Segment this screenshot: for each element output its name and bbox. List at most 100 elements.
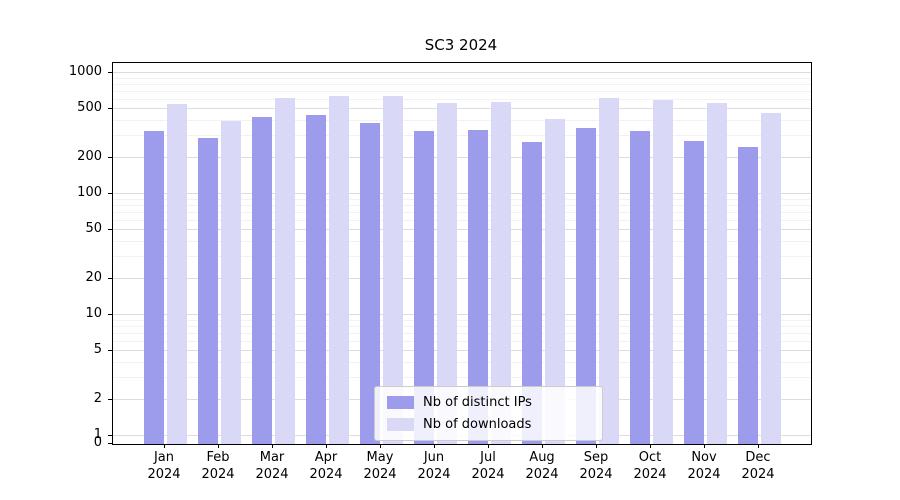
- bar-downloads: [706, 103, 727, 444]
- bar-downloads: [760, 113, 781, 444]
- gridline-minor: [113, 204, 811, 206]
- bar-distinct-ips: [737, 146, 758, 444]
- legend-swatch: [387, 396, 414, 409]
- bar-downloads: [544, 119, 565, 444]
- bar-distinct-ips: [197, 138, 218, 444]
- gridline-minor: [113, 219, 811, 221]
- x-axis-tick-label: Aug 2024: [525, 450, 559, 482]
- x-axis-tick-mark: [164, 444, 165, 448]
- y-axis-tick-mark: [108, 229, 112, 231]
- x-axis-tick-mark: [758, 444, 759, 448]
- gridline: [113, 229, 811, 231]
- gridline: [113, 72, 811, 73]
- y-axis-tick-label: 1000: [68, 64, 102, 79]
- y-axis-tick-mark: [108, 398, 112, 400]
- chart-title: SC3 2024: [424, 36, 498, 54]
- y-axis-tick-mark: [108, 277, 112, 279]
- y-axis-tick-mark: [108, 72, 112, 73]
- y-axis-tick-mark: [108, 350, 112, 352]
- x-axis-tick-label: May 2024: [363, 450, 397, 482]
- y-axis-tick-label: 1: [93, 427, 102, 442]
- gridline-minor: [113, 90, 811, 92]
- x-axis-tick-mark: [596, 444, 597, 448]
- y-axis-tick-label: 500: [77, 100, 102, 116]
- legend-label: Nb of distinct IPs: [423, 395, 532, 410]
- bar-downloads: [166, 104, 187, 444]
- y-axis-tick-label: 5: [93, 342, 102, 358]
- legend-item: Nb of distinct IPs: [387, 395, 532, 410]
- plot-area: [112, 62, 812, 445]
- x-axis-tick-mark: [704, 444, 705, 448]
- y-axis-tick-label: 20: [85, 269, 102, 285]
- y-axis-tick-mark: [108, 193, 112, 194]
- gridline-minor: [113, 256, 811, 258]
- gridline-minor: [113, 319, 811, 321]
- bar-distinct-ips: [143, 131, 164, 444]
- bar-distinct-ips: [251, 117, 272, 444]
- gridline-minor: [113, 98, 811, 100]
- x-axis-tick-mark: [434, 444, 435, 448]
- x-axis-tick-label: Mar 2024: [255, 450, 289, 482]
- x-axis-tick-mark: [218, 444, 219, 448]
- gridline: [113, 277, 811, 279]
- gridline-minor: [113, 83, 811, 85]
- gridline-minor: [113, 120, 811, 122]
- gridline-minor: [113, 241, 811, 243]
- x-axis-tick-mark: [380, 444, 381, 448]
- x-axis-tick-mark: [326, 444, 327, 448]
- bar-downloads: [598, 97, 619, 444]
- y-axis-tick-label: 100: [77, 185, 102, 200]
- y-axis-tick-mark: [108, 108, 112, 110]
- bar-distinct-ips: [629, 131, 650, 444]
- bar-distinct-ips: [575, 128, 596, 444]
- gridline-minor: [113, 135, 811, 137]
- bar-distinct-ips: [521, 141, 542, 444]
- gridline-minor: [113, 340, 811, 342]
- bar-downloads: [382, 96, 403, 444]
- y-axis-tick-label: 200: [77, 148, 102, 164]
- gridline: [113, 156, 811, 158]
- legend-item: Nb of downloads: [387, 417, 532, 432]
- bar-downloads: [220, 121, 241, 444]
- x-axis-tick-label: Dec 2024: [741, 450, 775, 482]
- x-axis-tick-mark: [542, 444, 543, 448]
- y-axis-tick-label: 0: [93, 435, 102, 450]
- gridline-minor: [113, 325, 811, 327]
- x-axis-tick-label: Apr 2024: [309, 450, 343, 482]
- x-axis-tick-mark: [488, 444, 489, 448]
- bar-distinct-ips: [467, 129, 488, 444]
- bar-downloads: [652, 99, 673, 444]
- gridline-minor: [113, 198, 811, 200]
- y-axis-tick-mark: [108, 435, 112, 436]
- legend-label: Nb of downloads: [423, 417, 532, 432]
- gridline-minor: [113, 362, 811, 364]
- x-axis-tick-label: Jun 2024: [417, 450, 451, 482]
- bar-downloads: [274, 98, 295, 444]
- y-axis-tick-label: 2: [93, 390, 102, 406]
- x-axis-tick-mark: [650, 444, 651, 448]
- gridline: [113, 314, 811, 315]
- x-axis-tick-mark: [272, 444, 273, 448]
- bar-distinct-ips: [683, 140, 704, 444]
- gridline-minor: [113, 77, 811, 79]
- legend-swatch: [387, 418, 414, 431]
- x-axis-tick-label: Oct 2024: [633, 450, 667, 482]
- y-axis-tick-mark: [108, 443, 112, 444]
- gridline: [113, 193, 811, 194]
- bar-downloads: [436, 103, 457, 444]
- bar-distinct-ips: [413, 131, 434, 444]
- y-axis-tick-label: 50: [85, 221, 102, 237]
- bar-downloads: [328, 96, 349, 444]
- gridline-minor: [113, 332, 811, 334]
- gridline-minor: [113, 211, 811, 213]
- x-axis-tick-label: Nov 2024: [687, 450, 721, 482]
- y-axis-tick-mark: [108, 314, 112, 315]
- gridline-minor: [113, 377, 811, 379]
- bar-downloads: [490, 101, 511, 444]
- y-axis-tick-label: 10: [85, 306, 102, 321]
- x-axis-tick-label: Sep 2024: [579, 450, 613, 482]
- bar-distinct-ips: [359, 123, 380, 444]
- bar-distinct-ips: [305, 114, 326, 444]
- x-axis-tick-label: Jan 2024: [147, 450, 181, 482]
